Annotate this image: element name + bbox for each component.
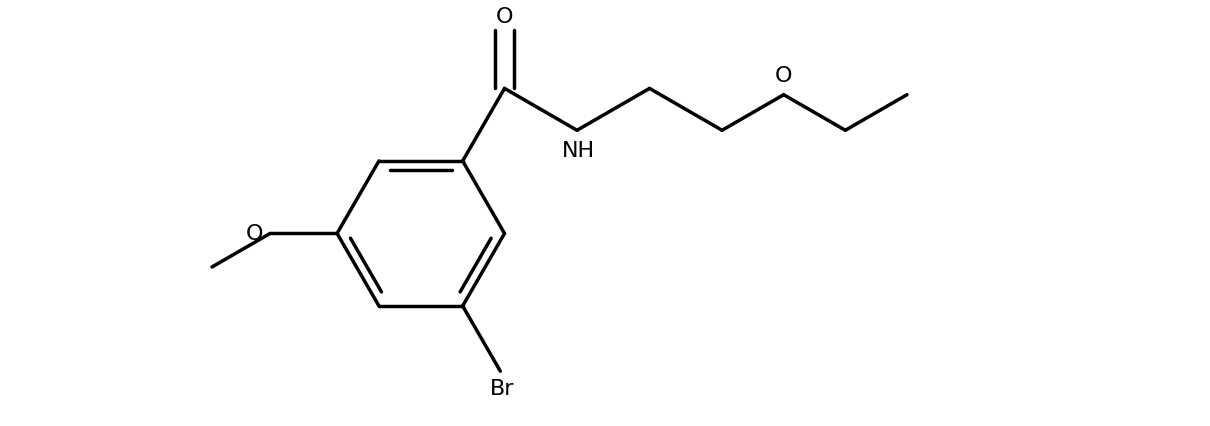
Text: Br: Br: [490, 378, 514, 398]
Text: O: O: [774, 66, 793, 86]
Text: O: O: [246, 224, 264, 244]
Text: O: O: [496, 7, 513, 26]
Text: NH: NH: [563, 141, 595, 161]
